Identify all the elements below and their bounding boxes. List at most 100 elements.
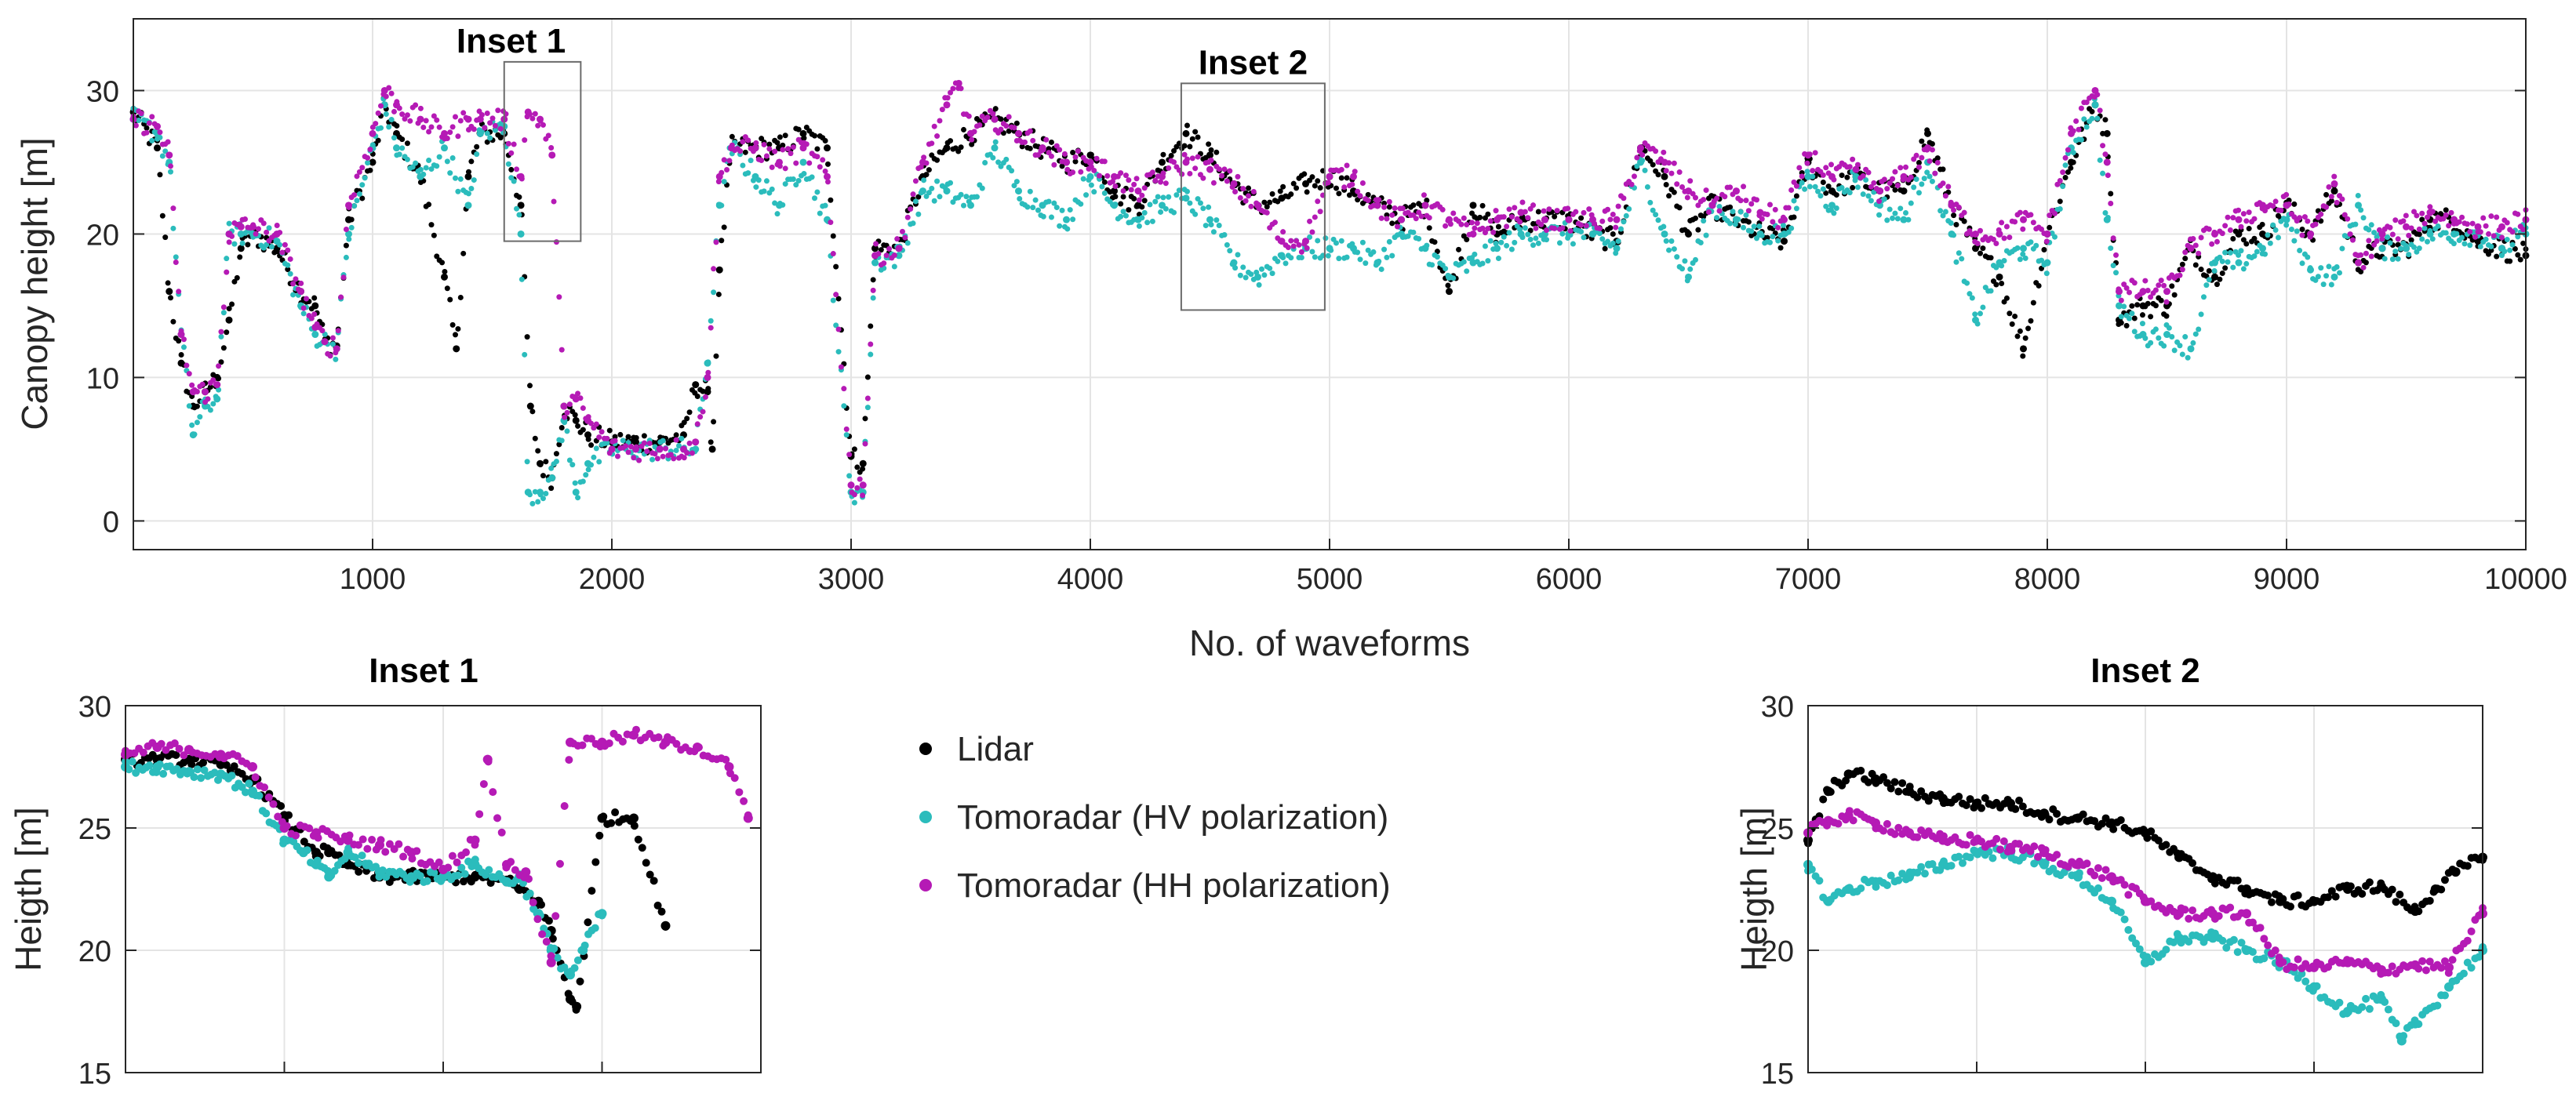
data-marker (2396, 890, 2404, 899)
data-marker (285, 267, 291, 273)
data-marker (948, 89, 954, 96)
data-marker (2421, 220, 2428, 227)
data-marker (2020, 226, 2026, 232)
data-marker (814, 146, 820, 152)
data-marker (2299, 260, 2305, 267)
data-marker (702, 394, 708, 400)
data-marker (820, 157, 826, 163)
data-marker (1833, 205, 1839, 211)
data-marker (277, 802, 286, 811)
data-marker (455, 188, 461, 194)
data-marker (524, 334, 530, 340)
data-marker (426, 129, 432, 135)
data-marker (2236, 231, 2242, 238)
data-marker (1613, 224, 1619, 231)
data-marker (444, 863, 453, 872)
data-marker (1237, 194, 1243, 201)
data-marker (923, 160, 930, 166)
data-marker (1951, 232, 1957, 238)
data-marker (385, 840, 394, 848)
data-marker (1732, 221, 1738, 227)
data-marker (355, 859, 363, 867)
xtick-label: 1000 (340, 563, 406, 596)
data-marker (2177, 343, 2183, 349)
data-marker (657, 907, 666, 916)
data-point (237, 245, 245, 252)
data-marker (2229, 935, 2238, 944)
data-marker (1283, 260, 1289, 267)
data-marker (216, 376, 222, 382)
data-marker (1981, 793, 1989, 802)
data-marker (1701, 218, 1707, 224)
data-marker (2217, 254, 2223, 260)
data-marker (1741, 224, 1747, 231)
data-marker (1894, 876, 1903, 884)
data-marker (226, 239, 232, 245)
data-marker (253, 231, 259, 237)
data-marker (413, 160, 419, 166)
data-marker (359, 182, 366, 188)
data-marker (1905, 783, 1914, 791)
data-marker (750, 177, 756, 183)
data-marker (1940, 212, 1946, 219)
data-marker (1887, 180, 1893, 187)
data-marker (1920, 870, 1929, 878)
data-marker (354, 173, 360, 180)
data-marker (416, 872, 424, 881)
data-marker (1865, 169, 1872, 176)
data-marker (1929, 141, 1935, 147)
data-marker (453, 114, 459, 120)
data-marker (673, 432, 679, 438)
data-marker (1227, 248, 1233, 254)
data-marker (159, 769, 168, 778)
data-marker (529, 115, 536, 122)
data-marker (606, 427, 613, 434)
data-marker (1171, 159, 1177, 165)
data-marker (1980, 245, 1986, 252)
data-marker (841, 403, 847, 409)
data-marker (2121, 303, 2127, 310)
data-marker (583, 472, 589, 478)
data-marker (2507, 258, 2513, 264)
data-marker (1977, 310, 1984, 317)
data-marker (1807, 865, 1816, 873)
data-marker (1128, 187, 1134, 193)
data-marker (465, 191, 471, 197)
data-marker (1333, 185, 1339, 191)
data-marker (2139, 289, 2145, 296)
data-marker (1363, 260, 1369, 267)
data-marker (1013, 120, 1020, 126)
data-marker (1812, 150, 1818, 156)
ytick-label: 10 (86, 362, 119, 395)
data-marker (482, 125, 488, 131)
data-marker (570, 964, 579, 972)
data-marker (1530, 202, 1537, 209)
xtick-label: 3000 (818, 563, 885, 596)
data-marker (437, 877, 446, 885)
data-point (2020, 345, 2027, 353)
data-marker (1227, 168, 1233, 174)
data-marker (2192, 331, 2199, 337)
xtick-label: 5000 (1297, 563, 1363, 596)
data-marker (1806, 151, 1813, 158)
data-marker (2328, 198, 2334, 204)
data-marker (295, 286, 301, 292)
data-marker (851, 446, 857, 452)
data-marker (1474, 220, 1480, 227)
data-marker (2120, 881, 2129, 889)
data-marker (1947, 862, 1956, 870)
data-marker (969, 141, 975, 147)
data-marker (2440, 991, 2449, 1000)
data-marker (173, 254, 179, 260)
data-marker (1184, 188, 1190, 194)
data-marker (1791, 179, 1797, 185)
data-marker (801, 171, 807, 177)
data-marker (2030, 842, 2039, 851)
data-marker (1070, 149, 1076, 155)
data-marker (915, 211, 922, 217)
data-marker (213, 381, 219, 387)
data-marker (2154, 836, 2163, 844)
data-marker (184, 362, 190, 369)
data-marker (1378, 266, 1384, 272)
data-marker (1894, 183, 1901, 189)
